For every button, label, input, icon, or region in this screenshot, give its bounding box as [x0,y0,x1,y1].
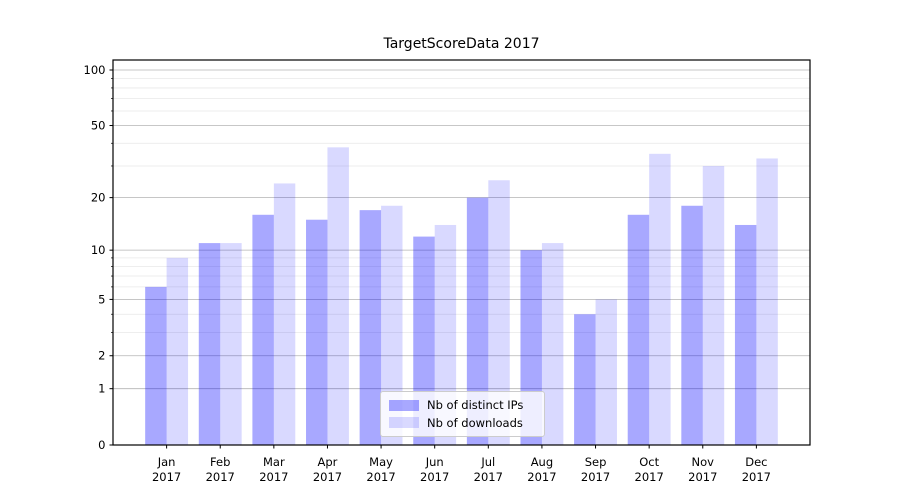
bar-distinct-ips-mar [252,214,274,445]
bar-distinct-ips-apr [306,219,328,445]
grid-minor [113,78,810,333]
x-tick-label-mar: Mar 2017 [259,455,288,484]
x-tick-label-jan: Jan 2017 [152,455,181,484]
y-tick-label-2: 2 [98,349,105,363]
bar-distinct-ips-oct [627,214,650,445]
bar-downloads-apr [327,147,349,445]
x-tick-label-aug: Aug 2017 [527,455,556,484]
bar-downloads-jul [488,180,510,445]
x-tick-label-jun: Jun 2017 [420,455,449,484]
x-tick-label-dec: Dec 2017 [742,455,771,484]
legend-swatch-distinct-ips-icon [389,399,419,411]
y-tick-label-5: 5 [98,292,105,306]
y-tick-label-100: 100 [84,63,106,77]
x-tick-label-may: May 2017 [366,455,395,484]
bar-downloads-dec [756,158,778,446]
y-tick-label-50: 50 [91,119,106,133]
x-tick-label-sep: Sep 2017 [581,455,610,484]
legend-swatch-downloads-icon [389,417,419,429]
bar-distinct-ips-nov [681,205,703,445]
y-axis: 0 1 2 5 10 20 50 100 [84,63,113,452]
bar-distinct-ips-sep [574,314,596,445]
bar-downloads-jan [166,257,189,445]
x-axis: Jan 2017 Feb 2017 Mar 2017 Apr 2017 May 2017 Jun 20… [152,445,771,484]
bar-downloads-nov [702,165,725,445]
bar-downloads-oct [649,153,671,445]
legend-item-downloads: Nb of downloads [389,416,536,430]
bar-downloads-mar [273,183,296,446]
y-tick-label-0: 0 [98,438,105,452]
x-tick-label-jul: Jul 2017 [474,455,503,484]
bars [145,147,778,446]
legend-label-distinct-ips: Nb of distinct IPs [427,398,524,413]
x-tick-label-nov: Nov 2017 [688,455,717,484]
bar-downloads-may [381,205,403,445]
y-tick-label-1: 1 [98,382,105,396]
y-tick-label-20: 20 [91,191,106,205]
bar-distinct-ips-may [359,210,382,445]
bar-distinct-ips-jan [145,286,167,445]
bar-distinct-ips-jul [466,197,489,445]
x-tick-label-feb: Feb 2017 [206,455,235,484]
x-tick-label-oct: Oct 2017 [635,455,664,484]
chart-title: TargetScoreData 2017 [383,36,540,52]
legend-label-downloads: Nb of downloads [427,415,523,430]
bar-downloads-aug [541,243,564,445]
bar-downloads-jun [434,224,457,445]
legend: Nb of distinct IPs Nb of downloads [380,391,545,437]
legend-item-distinct-ips: Nb of distinct IPs [389,398,536,412]
x-tick-label-apr: Apr 2017 [313,455,342,484]
bar-distinct-ips-feb [198,243,221,445]
plot-border [112,59,811,446]
bar-distinct-ips-dec [734,224,757,445]
bar-downloads-sep [595,299,617,445]
bar-downloads-feb [220,243,242,445]
y-tick-label-10: 10 [91,243,106,257]
